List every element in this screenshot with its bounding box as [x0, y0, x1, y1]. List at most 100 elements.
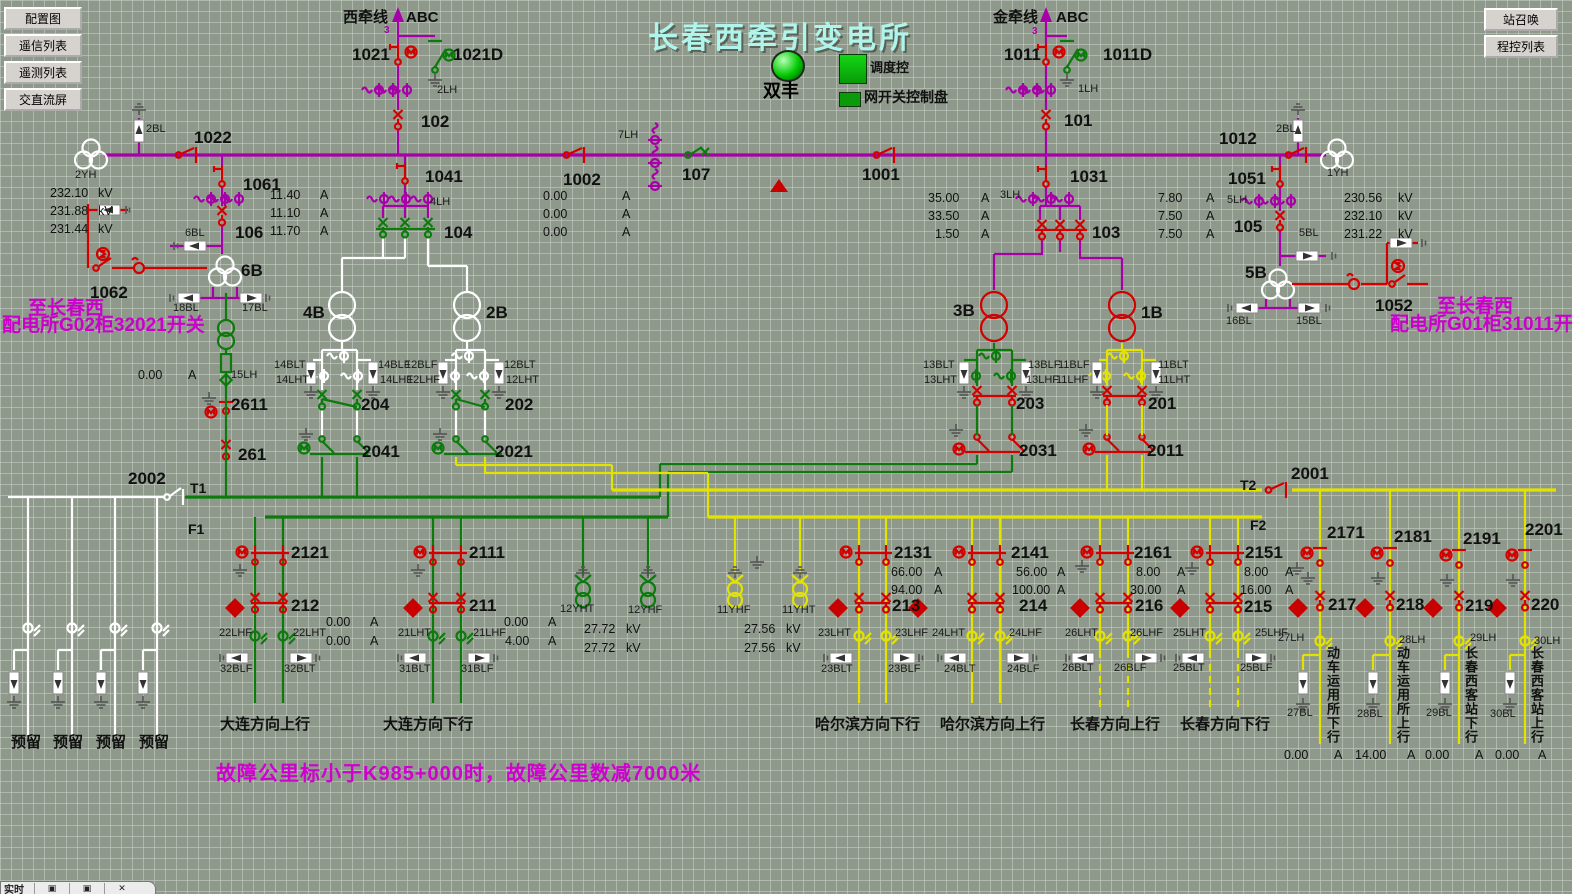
- breaker-201[interactable]: [1101, 384, 1148, 407]
- label-1011D[interactable]: 1011D: [1103, 45, 1153, 64]
- taskbar[interactable]: 实时 ▣ ▣ ✕: [0, 881, 156, 894]
- label-2611[interactable]: 2611: [231, 395, 268, 414]
- label-212[interactable]: 212: [291, 596, 320, 615]
- label-2171[interactable]: 2171: [1327, 523, 1365, 542]
- label-1052[interactable]: 1052: [1375, 296, 1413, 315]
- switch-2001[interactable]: [1264, 480, 1288, 500]
- button-遥信列表[interactable]: 遥信列表: [4, 34, 82, 57]
- label-211[interactable]: 211: [469, 596, 497, 615]
- label-204[interactable]: 204: [361, 395, 390, 414]
- switch-2161[interactable]: [1080, 545, 1135, 566]
- label-218[interactable]: 218: [1396, 595, 1425, 614]
- label-2001[interactable]: 2001: [1291, 464, 1329, 483]
- button-配置图[interactable]: 配置图: [4, 7, 82, 30]
- switch-2011[interactable]: [1082, 433, 1155, 456]
- breaker-213[interactable]: [853, 591, 892, 614]
- switch-2201[interactable]: [1505, 548, 1533, 569]
- label-2111[interactable]: 2111: [469, 543, 505, 562]
- disconnector-204[interactable]: [316, 388, 363, 411]
- label-2011[interactable]: 2011: [1147, 441, 1184, 460]
- label-102[interactable]: 102: [421, 112, 450, 131]
- window-icon[interactable]: ▣: [69, 883, 104, 894]
- label-1031[interactable]: 1031: [1070, 167, 1108, 186]
- label-5B[interactable]: 5B: [1245, 263, 1267, 282]
- label-1001[interactable]: 1001: [862, 165, 900, 184]
- switch-2191[interactable]: [1439, 548, 1467, 569]
- close-icon[interactable]: ✕: [104, 883, 139, 894]
- label-2041[interactable]: 2041: [362, 442, 400, 461]
- disconnector-202[interactable]: [450, 388, 491, 411]
- label-1062[interactable]: 1062: [90, 283, 128, 302]
- breaker-106[interactable]: [216, 204, 228, 227]
- label-2161[interactable]: 2161: [1134, 543, 1172, 562]
- switch-2151[interactable]: [1190, 545, 1245, 566]
- label-1061[interactable]: 1061: [243, 175, 281, 194]
- label-2121[interactable]: 2121: [291, 543, 329, 562]
- label-2021[interactable]: 2021: [495, 442, 533, 461]
- breaker-1041[interactable]: [395, 161, 409, 185]
- breaker-103[interactable]: [1035, 218, 1087, 241]
- breaker-105[interactable]: [1274, 209, 1286, 232]
- label-216[interactable]: 216: [1135, 596, 1164, 615]
- label-219[interactable]: 219: [1465, 596, 1494, 615]
- feeder-1062[interactable]: [86, 204, 207, 275]
- breaker-1021[interactable]: [388, 42, 418, 66]
- label-2131[interactable]: 2131: [894, 543, 932, 562]
- label-4B[interactable]: 4B: [303, 303, 325, 322]
- breaker-216[interactable]: [1094, 591, 1134, 614]
- switch-2031[interactable]: [952, 433, 1025, 456]
- label-1051[interactable]: 1051: [1228, 169, 1266, 188]
- breaker-215[interactable]: [1204, 591, 1244, 614]
- label-2B[interactable]: 2B: [486, 303, 508, 322]
- breaker-214[interactable]: [966, 591, 1006, 614]
- network-switch-panel-indicator[interactable]: [839, 92, 861, 107]
- disconnector-1021d[interactable]: [428, 39, 456, 74]
- breaker-1011[interactable]: [1036, 42, 1066, 66]
- feeder-1052[interactable]: [1292, 241, 1428, 291]
- switch-107[interactable]: [684, 146, 710, 159]
- label-2002[interactable]: 2002: [128, 469, 166, 488]
- breaker-1061[interactable]: [212, 164, 226, 188]
- label-203[interactable]: 203: [1016, 394, 1045, 413]
- disconnector-1011d[interactable]: [1060, 39, 1088, 74]
- label-2031[interactable]: 2031: [1019, 441, 1057, 460]
- switch-2171[interactable]: [1300, 546, 1328, 567]
- label-107[interactable]: 107: [682, 165, 711, 184]
- label-261[interactable]: 261: [238, 445, 267, 464]
- label-106[interactable]: 106: [235, 223, 264, 242]
- label-101[interactable]: 101: [1064, 111, 1093, 130]
- label-6B[interactable]: 6B: [241, 261, 263, 280]
- breaker-101[interactable]: [1040, 108, 1052, 131]
- label-217[interactable]: 217: [1328, 595, 1357, 614]
- label-201[interactable]: 201: [1148, 394, 1177, 413]
- label-1012[interactable]: 1012: [1219, 129, 1257, 148]
- label-1021D[interactable]: 1021D: [453, 45, 504, 64]
- button-程控列表[interactable]: 程控列表: [1484, 35, 1558, 58]
- label-2151[interactable]: 2151: [1245, 543, 1283, 562]
- breaker-102[interactable]: [392, 108, 404, 131]
- label-2201[interactable]: 2201: [1525, 520, 1563, 539]
- breaker-203[interactable]: [971, 384, 1018, 407]
- label-1021[interactable]: 1021: [352, 45, 390, 64]
- label-2141[interactable]: 2141: [1011, 543, 1049, 562]
- label-1002[interactable]: 1002: [563, 170, 601, 189]
- switch-2111[interactable]: [413, 545, 468, 566]
- label-2181[interactable]: 2181: [1394, 527, 1432, 546]
- label-104[interactable]: 104: [444, 223, 473, 242]
- disconnector-104[interactable]: [376, 216, 435, 239]
- breaker-1031[interactable]: [1036, 164, 1050, 188]
- switch-2002[interactable]: [163, 487, 185, 505]
- window-icon[interactable]: ▣: [34, 883, 69, 894]
- label-1B[interactable]: 1B: [1141, 303, 1163, 322]
- switch-2121[interactable]: [235, 545, 290, 566]
- label-214[interactable]: 214: [1019, 596, 1048, 615]
- label-1011[interactable]: 1011: [1004, 45, 1041, 64]
- switch-2131[interactable]: [839, 545, 893, 566]
- label-213[interactable]: 213: [892, 596, 921, 615]
- label-3B[interactable]: 3B: [953, 301, 975, 320]
- button-站召唤[interactable]: 站召唤: [1484, 8, 1558, 31]
- switch-2021[interactable]: [431, 435, 503, 456]
- switch-2041[interactable]: [297, 435, 370, 456]
- switch-2141[interactable]: [952, 545, 1007, 566]
- label-105[interactable]: 105: [1234, 217, 1263, 236]
